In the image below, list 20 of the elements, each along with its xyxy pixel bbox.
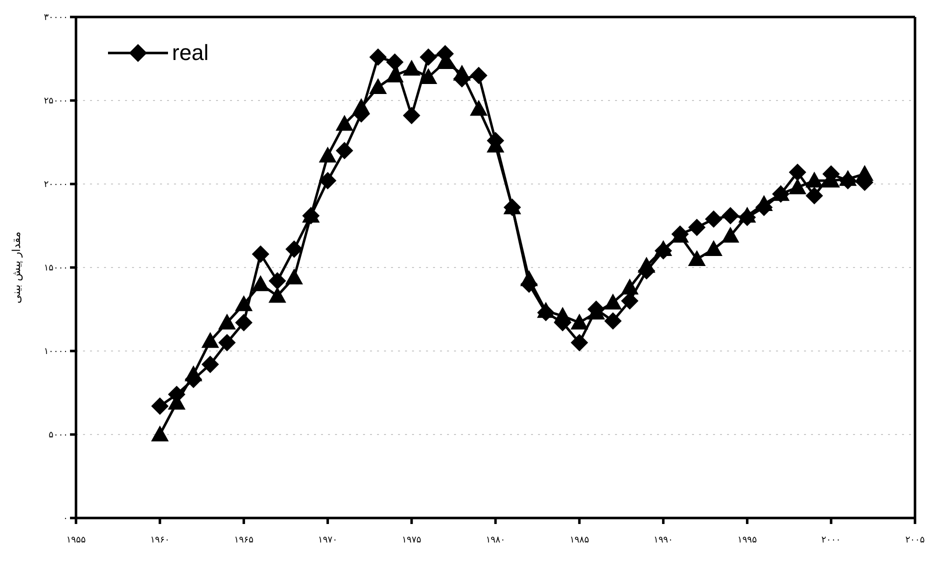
y-tick-label: ۱۵۰۰۰: [44, 264, 68, 274]
y-tick-label: ۵۰۰۰: [48, 430, 68, 441]
y-tick-label: ۰: [63, 514, 68, 524]
x-tick-label: ۱۹۷۰: [318, 535, 338, 546]
x-tick-label: ۱۹۶۵: [234, 535, 254, 546]
x-tick-label: ۱۹۷۵: [402, 535, 422, 546]
x-tick-label: ۲۰۰۵: [905, 535, 925, 546]
legend-label: real: [172, 40, 209, 66]
y-tick-label: ۱۰۰۰۰: [44, 347, 68, 358]
x-tick-label: ۱۹۸۵: [570, 535, 590, 546]
x-tick-label: ۱۹۵۵: [66, 535, 86, 546]
x-tick-label: ۱۹۹۵: [738, 535, 758, 546]
y-tick-label: ۲۰۰۰۰: [44, 180, 68, 190]
x-tick-label: ۲۰۰۰: [821, 535, 841, 546]
y-axis-title: مقدار پیش بینی: [10, 231, 23, 304]
y-tick-label: ۳۰۰۰۰: [44, 13, 68, 24]
y-tick-label: ۲۵۰۰۰: [44, 96, 68, 107]
x-tick-label: ۱۹۶۰: [150, 535, 170, 546]
x-tick-label: ۱۹۹۰: [654, 535, 673, 546]
x-tick-label: ۱۹۸۰: [486, 535, 506, 546]
